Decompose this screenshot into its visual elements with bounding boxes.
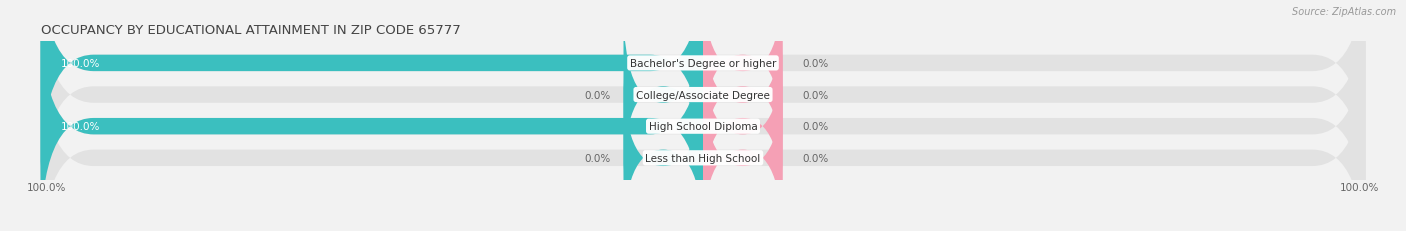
FancyBboxPatch shape [703,40,783,213]
FancyBboxPatch shape [703,72,783,231]
FancyBboxPatch shape [703,0,783,150]
Text: 100.0%: 100.0% [60,59,100,69]
Text: Less than High School: Less than High School [645,153,761,163]
FancyBboxPatch shape [41,9,1365,231]
Text: Bachelor's Degree or higher: Bachelor's Degree or higher [630,59,776,69]
Text: 0.0%: 0.0% [583,90,610,100]
Text: 0.0%: 0.0% [803,153,828,163]
FancyBboxPatch shape [703,9,783,181]
Text: 0.0%: 0.0% [803,90,828,100]
FancyBboxPatch shape [623,9,703,181]
Text: Source: ZipAtlas.com: Source: ZipAtlas.com [1292,7,1396,17]
FancyBboxPatch shape [623,72,703,231]
FancyBboxPatch shape [41,40,1365,231]
Text: 0.0%: 0.0% [803,122,828,132]
FancyBboxPatch shape [41,0,703,181]
Text: College/Associate Degree: College/Associate Degree [636,90,770,100]
Text: 0.0%: 0.0% [583,153,610,163]
Text: High School Diploma: High School Diploma [648,122,758,132]
Text: 0.0%: 0.0% [803,59,828,69]
Text: OCCUPANCY BY EDUCATIONAL ATTAINMENT IN ZIP CODE 65777: OCCUPANCY BY EDUCATIONAL ATTAINMENT IN Z… [41,24,460,37]
FancyBboxPatch shape [41,0,1365,181]
FancyBboxPatch shape [41,0,1365,213]
Text: 100.0%: 100.0% [27,182,66,192]
Text: 100.0%: 100.0% [60,122,100,132]
FancyBboxPatch shape [41,9,703,231]
Text: 100.0%: 100.0% [1340,182,1379,192]
